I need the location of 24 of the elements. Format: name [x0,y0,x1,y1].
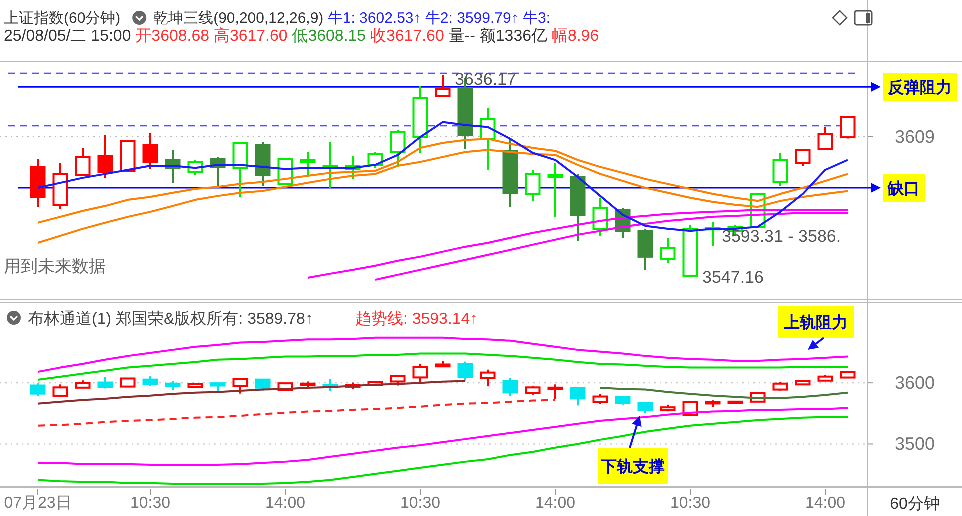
x-tick-label: 14:00 [265,495,306,512]
x-tick-label: 10:30 [670,495,711,512]
ref-line-label: 缺口 [887,180,920,198]
annotation: 用到未来数据 [4,257,106,276]
x-tick-label: 14:00 [805,495,846,512]
x-tick-label: 14:00 [535,495,576,512]
text: 25/08/05/二 15:00 开3608.68 高3617.60 低3608.15 收3617.60 量-- 额1336亿 幅8.96 [4,28,600,45]
y-tick-label: 3500 [894,434,936,454]
annotation: 3636.17 [455,70,516,90]
ref-line-label: 反弹阻力 [887,79,952,98]
annotation: 3547.16 [702,268,764,287]
text: 60分钟 [890,496,940,513]
x-tick-label: 10:30 [130,495,171,512]
text: 3609 [894,127,936,147]
chart-subtitle: 乾坤三线(90,200,12,26,9) 牛1: 3602.53↑ 牛2: 3599.79↑ 牛3: [154,10,551,27]
chart-title: 上证指数(60分钟) [4,10,121,27]
x-tick-label: 07月23日 [4,495,72,512]
text: 布林通道(1) 郑国荣&版权所有: 3589.78↑ [28,310,314,328]
y-tick-label: 3600 [894,373,936,394]
x-tick-label: 10:30 [400,495,441,512]
annotation: 上轨阻力 [783,314,848,332]
annotation: 3593.31 - 3586. [722,227,842,246]
text: 趋势线: 3593.14↑ [355,310,478,328]
annotation: 下轨支撑 [600,458,665,476]
